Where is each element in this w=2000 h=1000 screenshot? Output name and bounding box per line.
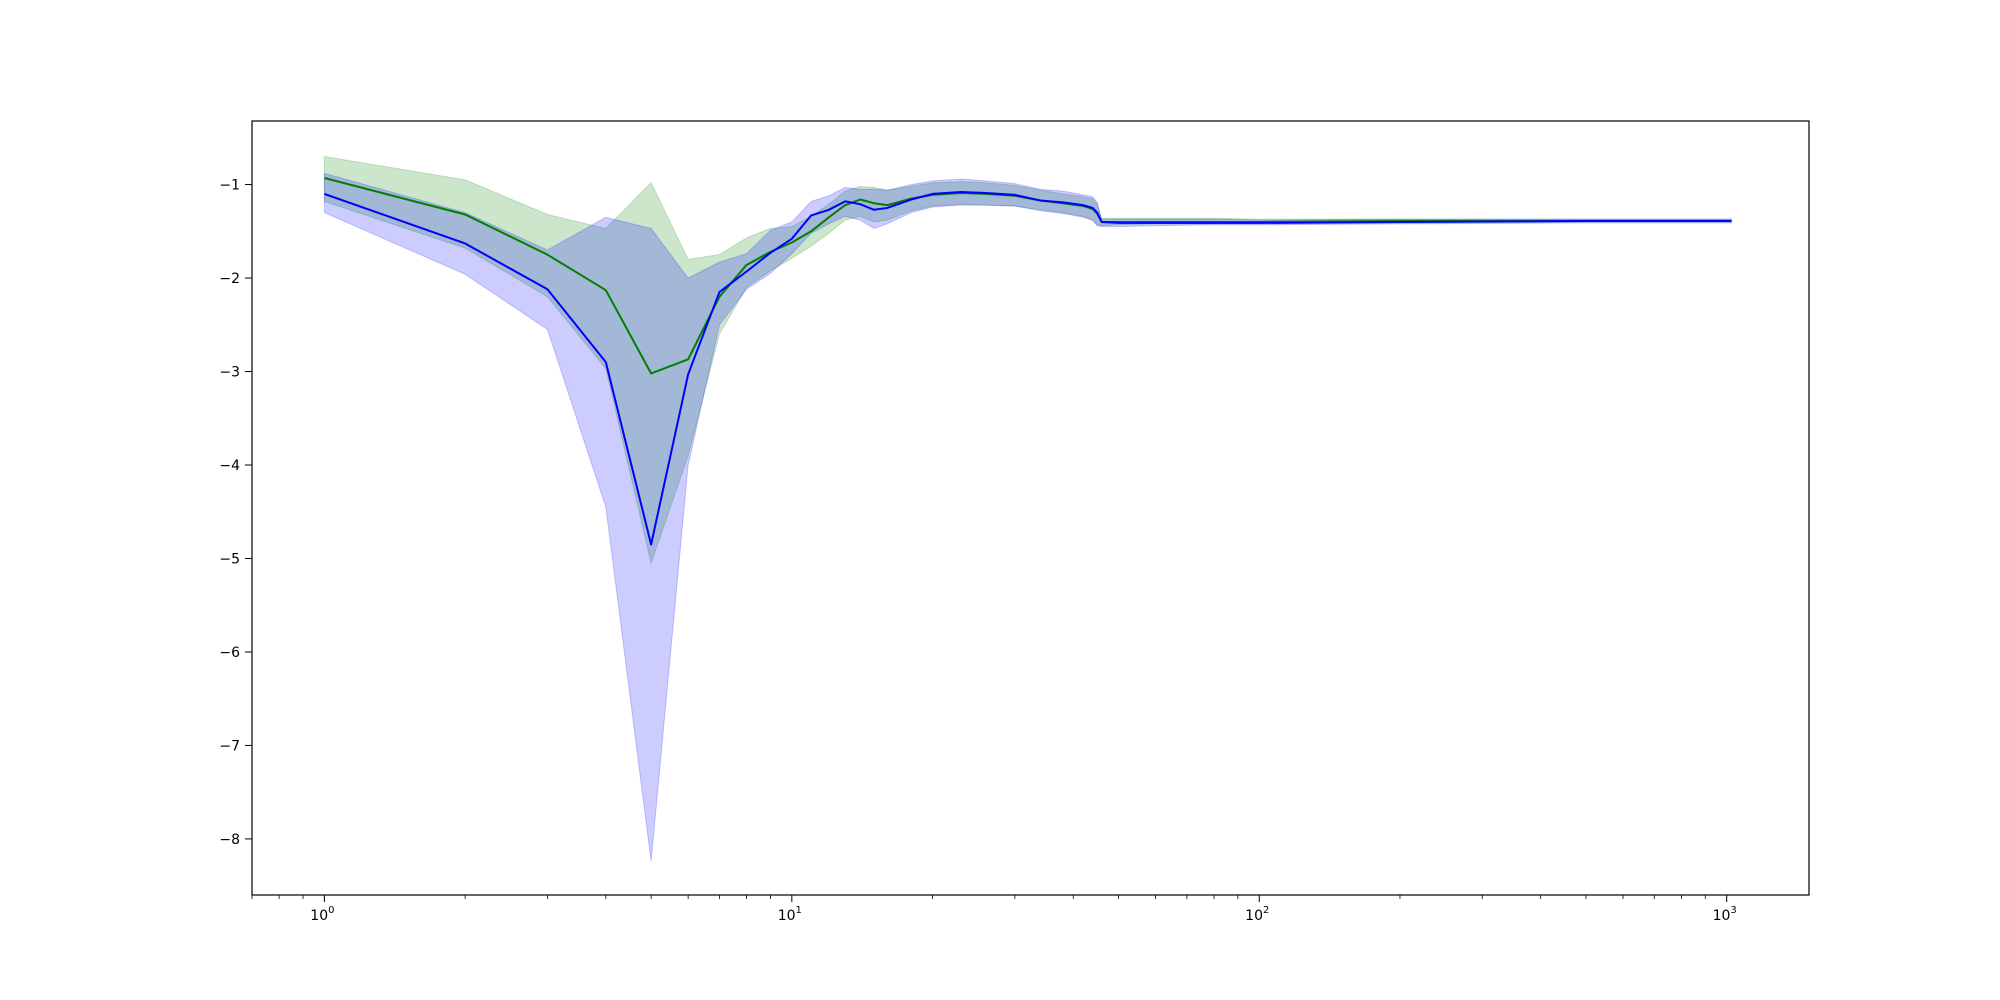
y-tick-label: −6 [219, 645, 240, 661]
y-axis: −1 −2 −3 −4 −5 −6 −7 −8 [219, 178, 252, 848]
series-lines [324, 177, 1732, 546]
y-tick-label: −7 [219, 738, 240, 754]
y-tick-label: −3 [219, 365, 240, 381]
series-2-line [324, 191, 1732, 546]
y-tick-label: −1 [219, 178, 240, 194]
series-2-band [323, 172, 1732, 862]
y-tick-label: −5 [219, 551, 240, 567]
y-tick-label: −2 [219, 271, 240, 287]
plot-frame [251, 120, 1810, 896]
y-tick-label: −4 [219, 458, 240, 474]
y-tick-label: −8 [219, 832, 240, 848]
